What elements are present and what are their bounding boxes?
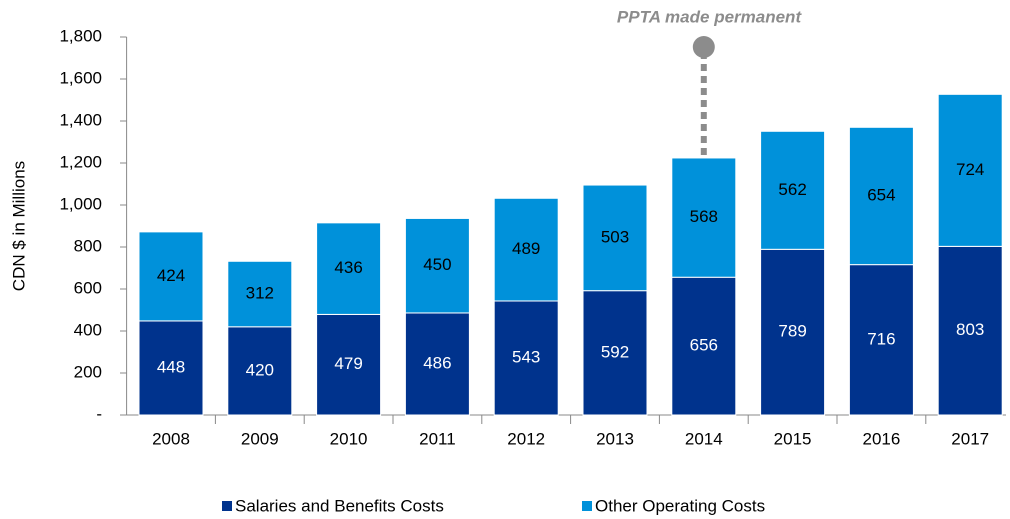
y-tick-label: 1,600 (59, 68, 102, 87)
bar-segment (404, 217, 470, 314)
y-tick-label: 200 (74, 362, 102, 381)
data-label: 724 (956, 160, 984, 179)
data-label: 656 (690, 336, 718, 355)
data-label: 424 (157, 266, 185, 285)
bar-segment (316, 313, 382, 416)
legend-label: Salaries and Benefits Costs (235, 496, 444, 515)
bar-segment (760, 130, 826, 250)
data-label: 568 (690, 207, 718, 226)
bar-segment (582, 290, 648, 416)
bar-segment (848, 126, 914, 266)
data-label: 803 (956, 320, 984, 339)
y-tick-label: 800 (74, 236, 102, 255)
bar-segment (937, 245, 1003, 416)
data-label: 486 (423, 353, 451, 372)
bar-segment (138, 320, 204, 416)
bar-segment (937, 93, 1003, 247)
y-axis-label: CDN $ in Millions (9, 161, 28, 291)
bar-segment (493, 197, 559, 302)
data-label: 450 (423, 255, 451, 274)
data-label: 503 (601, 227, 629, 246)
y-tick-label: 1,200 (59, 152, 102, 171)
annotation: PPTA made permanent (617, 7, 803, 26)
x-tick-label: 2013 (596, 429, 634, 448)
x-tick-label: 2016 (862, 429, 900, 448)
x-tick-label: 2011 (419, 429, 456, 448)
bar-segment (760, 248, 826, 416)
data-label: 716 (867, 329, 895, 348)
data-label: 479 (334, 354, 362, 373)
data-label: 789 (778, 322, 806, 341)
bar-segment (671, 157, 737, 278)
data-label: 312 (246, 284, 274, 303)
x-tick-label: 2014 (685, 429, 723, 448)
bar-segment (227, 260, 293, 328)
bar-segment (138, 231, 204, 322)
legend-swatch (222, 501, 232, 511)
data-label: 543 (512, 347, 540, 366)
y-tick-label: 1,400 (59, 110, 102, 129)
x-tick-label: 2015 (774, 429, 812, 448)
data-label: 562 (778, 180, 806, 199)
bar-segment (582, 184, 648, 292)
bar-segment (316, 222, 382, 315)
data-label: 654 (867, 185, 895, 204)
data-label: 489 (512, 239, 540, 258)
legend-swatch (582, 501, 592, 511)
y-tick-label: 1,800 (59, 26, 102, 45)
x-tick-label: 2010 (330, 429, 368, 448)
data-label: 592 (601, 342, 629, 361)
x-tick-label: 2009 (241, 429, 279, 448)
data-label: 436 (334, 258, 362, 277)
y-tick-label: 400 (74, 320, 102, 339)
x-tick-label: 2012 (507, 429, 545, 448)
data-label: 420 (246, 360, 274, 379)
y-tick-label: 600 (74, 278, 102, 297)
y-tick-label: - (96, 404, 102, 423)
y-tick-label: 1,000 (59, 194, 102, 213)
x-tick-label: 2017 (951, 429, 989, 448)
x-tick-label: 2008 (152, 429, 190, 448)
bar-segment (493, 300, 559, 416)
annotation-dot (692, 36, 715, 58)
bar-segment (848, 264, 914, 416)
bar-segment (227, 326, 293, 416)
data-label: 448 (157, 357, 185, 376)
legend-label: Other Operating Costs (595, 496, 765, 515)
bar-segment (671, 276, 737, 416)
